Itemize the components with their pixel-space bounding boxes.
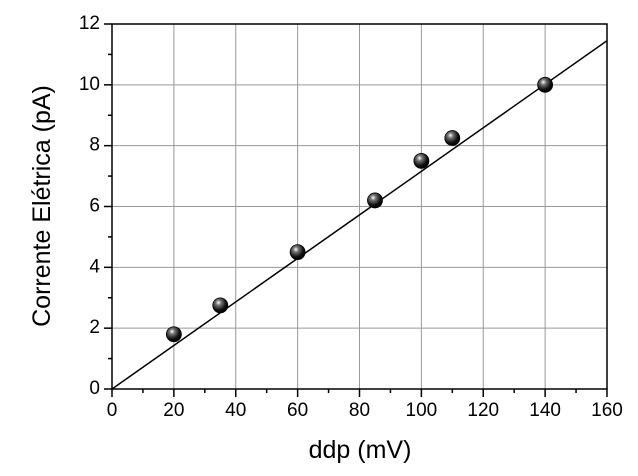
x-tick-label: 0 [107, 400, 118, 421]
data-point [444, 130, 461, 146]
y-tick-label: 8 [89, 135, 100, 156]
x-axis-label: ddp (mV) [309, 436, 412, 464]
x-tick-label: 80 [349, 400, 370, 421]
fit-line [112, 40, 607, 389]
data-point [289, 244, 306, 261]
y-tick-label: 12 [79, 13, 100, 34]
plot-frame [111, 23, 608, 390]
data-point [212, 297, 229, 314]
y-tick-label: 6 [89, 196, 100, 217]
x-tick-label: 60 [287, 400, 308, 421]
data-point [537, 76, 554, 93]
y-tick-label: 4 [89, 256, 100, 277]
x-tick-label: 100 [406, 400, 438, 421]
y-tick-label: 2 [89, 317, 100, 338]
x-tick-label: 20 [163, 400, 184, 421]
x-tick-label: 160 [591, 400, 623, 421]
y-axis-label: Corrente Elétrica (pA) [28, 85, 56, 327]
x-tick-label: 40 [225, 400, 246, 421]
x-tick-label: 140 [529, 400, 561, 421]
data-point [413, 152, 430, 169]
data-point [367, 192, 383, 209]
data-point [165, 326, 182, 343]
x-tick-label: 120 [467, 400, 499, 421]
y-tick-label: 10 [79, 74, 100, 95]
y-tick-label: 0 [89, 378, 100, 399]
